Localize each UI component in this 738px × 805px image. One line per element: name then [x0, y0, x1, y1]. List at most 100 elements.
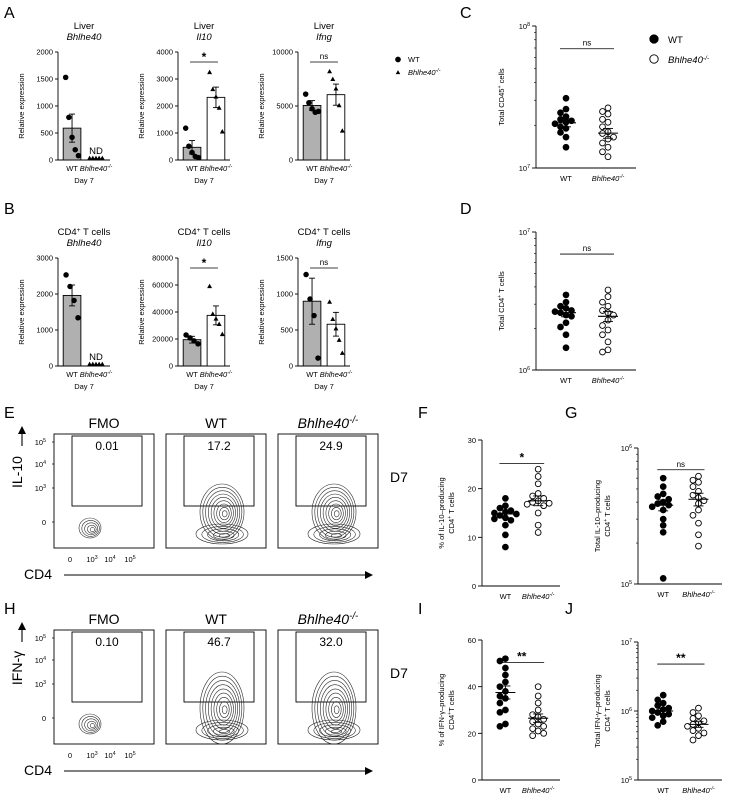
y-axis-label-line2: CD4+ T cells: [603, 495, 612, 537]
panel-letter-E: E: [4, 405, 15, 422]
y-tick-label: 106: [519, 366, 530, 375]
contour-line: [213, 530, 235, 540]
data-point: [599, 322, 606, 329]
y-tick-label: 10: [468, 533, 476, 542]
y-tick-label: 108: [519, 22, 530, 31]
data-point: [604, 293, 612, 301]
flow-y-tick-label: 105: [35, 634, 46, 643]
data-point: [610, 133, 617, 141]
label-part: CD4: [24, 566, 52, 582]
data-point: [529, 732, 537, 740]
flow-x-tick-label: 104: [104, 555, 115, 564]
y-tick-label: 1000: [36, 102, 53, 111]
data-point: [545, 499, 553, 507]
label-part: WT: [668, 35, 683, 46]
label-part: 7: [629, 638, 632, 644]
flow-y-tick-label: 0: [42, 518, 46, 527]
chart-subtitle: Il10: [196, 238, 212, 249]
data-point: [93, 361, 99, 367]
data-point: [306, 100, 312, 106]
data-point: [502, 521, 509, 529]
label-part: D7: [390, 469, 408, 485]
data-point: [562, 298, 570, 306]
panel-letter-D: D: [460, 201, 472, 218]
chart-title: CD4+ T cells: [298, 227, 351, 239]
data-point: [72, 146, 78, 153]
x-axis-label: Day 7: [314, 382, 334, 391]
contour-line: [331, 701, 342, 718]
label-part: -/-: [347, 370, 352, 376]
chart-title: Liver: [194, 21, 215, 32]
data-point: [659, 718, 667, 726]
label-part: T cells: [447, 690, 456, 712]
label-part: WT: [306, 370, 318, 379]
x-axis-label: Day 7: [314, 176, 334, 185]
data-point: [654, 493, 662, 500]
arrow-up-icon: [18, 622, 26, 630]
label-part: 5: [43, 438, 46, 444]
contour-line: [201, 722, 244, 739]
flow-y-tick-label: 105: [35, 438, 46, 447]
contour-line: [221, 705, 228, 715]
flow-x-tick-label: 103: [86, 751, 97, 760]
panel-letter-J: J: [565, 601, 573, 618]
contour-line: [87, 524, 97, 534]
significance-label: **: [676, 651, 686, 665]
data-point: [689, 483, 697, 490]
data-point: [689, 511, 697, 519]
data-point: [665, 710, 673, 718]
label-part: 4: [113, 751, 116, 757]
y-tick-label: 107: [621, 638, 632, 647]
label-part: **: [517, 649, 527, 663]
data-point: [90, 155, 96, 161]
data-point: [695, 732, 702, 739]
scatter-chart-I: 0 20 40 60 % of IFN-γ–producing CD4+T cells WT…: [437, 636, 560, 795]
data-point: [695, 472, 702, 480]
y-axis-label: Relative expression: [137, 73, 146, 138]
y-tick-label: 60: [468, 636, 476, 645]
label-part: -/-: [549, 592, 554, 598]
label-part: Bhlhe40: [298, 415, 350, 431]
contour-line: [320, 684, 350, 733]
label-part: WT: [657, 590, 669, 599]
label-part: IFN-γ: [9, 651, 25, 685]
flow-plot-title: WT: [205, 415, 227, 431]
flow-x-tick-label: 104: [104, 751, 115, 760]
label-part: -/-: [619, 376, 624, 382]
data-point: [71, 297, 77, 304]
label-part: 10: [621, 776, 629, 785]
y-tick-label: 0: [169, 362, 173, 371]
data-point: [599, 307, 606, 314]
data-point: [562, 94, 570, 102]
data-point: [654, 696, 662, 704]
y-tick-label: 0: [169, 156, 173, 165]
x-tick-label: Bhlhe40-/-: [522, 786, 555, 795]
label-part: ND: [89, 352, 103, 363]
label-part: Ifng: [316, 32, 333, 43]
label-part: T cells: [81, 227, 111, 238]
data-point: [599, 108, 606, 115]
x-tick-label: Bhlhe40-/-: [522, 592, 555, 601]
label-part: D7: [390, 665, 408, 681]
data-point: [502, 495, 509, 502]
label-part: 10: [35, 438, 43, 447]
data-point: [599, 298, 606, 306]
label-part: CD4: [58, 227, 77, 238]
flow-plot-title: FMO: [88, 415, 119, 431]
chart-subtitle: Bhlhe40: [67, 238, 103, 249]
contour-line: [311, 671, 357, 745]
flow-y-axis-label: IL-10: [9, 456, 25, 488]
y-tick-label: 1500: [36, 75, 53, 84]
label-part: 10: [621, 707, 629, 716]
data-point: [604, 286, 612, 294]
flow-x-tick-label: 105: [124, 555, 135, 564]
annotation-nd: ND: [89, 146, 103, 157]
label-part: 7: [527, 164, 530, 170]
arrow-right-icon: [365, 767, 373, 775]
y-tick-label: 4000: [156, 48, 173, 57]
legend-label: Bhlhe40-/-: [668, 55, 710, 67]
significance-label: *: [202, 256, 207, 270]
y-tick-label: 30: [468, 436, 476, 445]
label-part: +: [603, 519, 609, 522]
